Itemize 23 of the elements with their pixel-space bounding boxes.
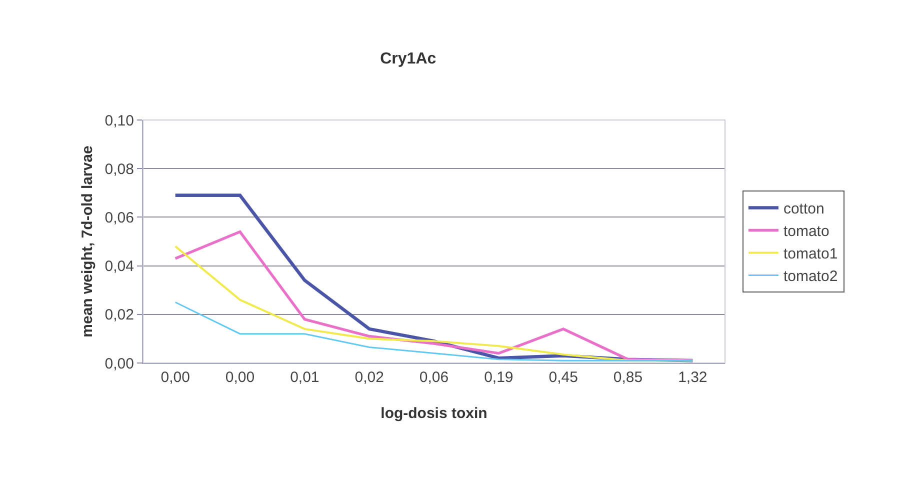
legend-label: cotton [783,200,824,218]
line-series [174,302,694,362]
x-tick-label: 0,00 [160,369,190,386]
x-tick-label: 0,02 [354,369,384,386]
y-tick-label: 0,02 [104,306,134,324]
x-axis-title: log-dosis toxin [380,405,488,422]
x-tick-label: 0,01 [290,369,320,386]
y-axis-title: mean weight, 7d-old larvae [79,146,96,338]
chart-title: Cry1Ac [380,50,436,68]
x-tick-label: 1,32 [678,369,708,386]
x-tick-label: 0,85 [613,369,643,386]
y-tick-label: 0,10 [104,112,134,130]
x-tick-label: 0,19 [484,369,514,386]
y-tick-label: 0,08 [104,160,134,178]
x-tick-label: 0,45 [548,369,578,386]
y-tick-label: 0,06 [104,209,134,226]
x-tick-label: 0,00 [225,369,255,386]
legend-label: tomato2 [783,268,838,286]
legend-label: tomato [783,223,830,240]
y-tick-label: 0,04 [104,258,134,276]
legend-label: tomato1 [783,246,838,263]
y-tick-label: 0,00 [104,355,134,372]
x-tick-label: 0,06 [419,369,449,386]
